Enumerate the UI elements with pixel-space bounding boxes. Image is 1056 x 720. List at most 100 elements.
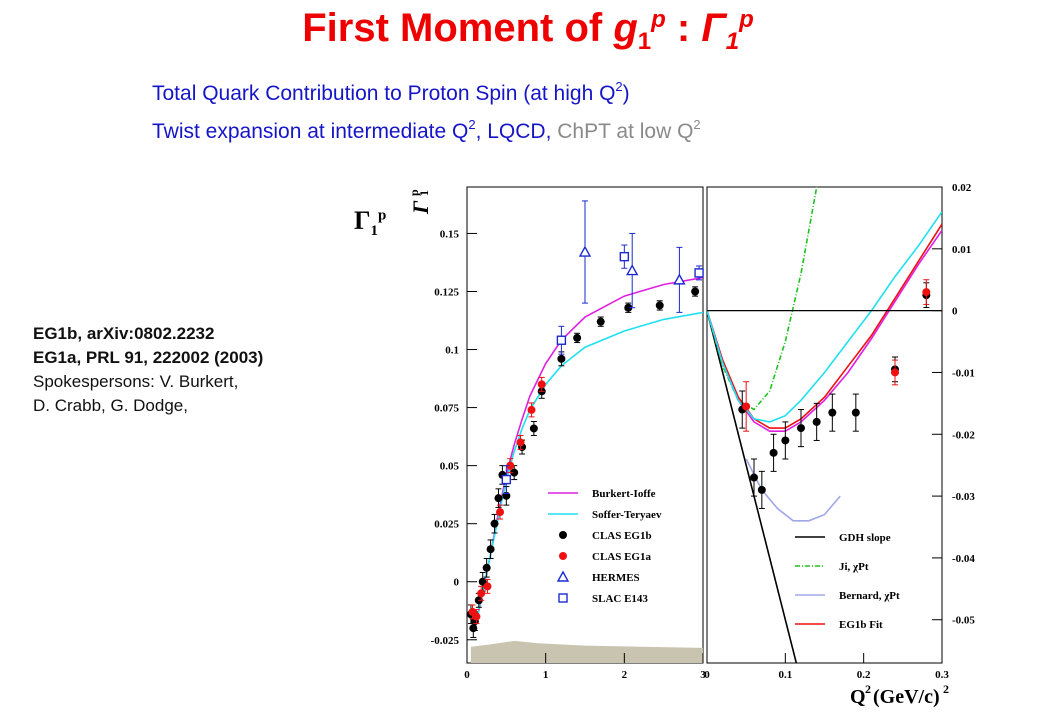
y-tick-label: -0.025 (431, 635, 460, 647)
legend-marker (559, 531, 567, 539)
right-xlabel-rest: (GeV/c) (873, 686, 940, 708)
y-tick-label: 0.05 (440, 461, 460, 473)
legend-marker (558, 593, 568, 603)
series-line-soffer-teryaev (474, 311, 703, 629)
line2-text: Twist expansion at intermediate Q (152, 120, 469, 143)
y-tick-label: -0.04 (952, 553, 975, 565)
legend-label: Bernard, χPt (839, 590, 900, 602)
point-clas-eg1b (573, 333, 582, 342)
point-clas-eg1a (527, 405, 536, 414)
side-gamma: Γ (354, 206, 371, 235)
point-hermes (673, 273, 686, 285)
point-clas-eg1b (624, 303, 633, 312)
point-clas-eg1b (797, 424, 805, 433)
legend-marker (556, 570, 570, 582)
spokespersons-line1: Spokespersons: V. Burkert, (33, 372, 239, 391)
legend-label: Soffer-Teryaev (592, 509, 662, 521)
point-clas-eg1b (781, 436, 790, 445)
y-tick-label: 0 (952, 306, 958, 318)
point-clas-eg1b (750, 473, 758, 482)
point-clas-eg1a (483, 582, 492, 591)
spokespersons-line2: D. Crabb, G. Dodge, (33, 396, 188, 415)
point-clas-eg1b (851, 408, 860, 417)
point-clas-eg1b (828, 408, 837, 417)
title-prefix: First Moment of (302, 6, 614, 50)
title-gamma: Γ (701, 6, 726, 50)
legend-label: CLAS EG1a (592, 551, 651, 563)
line1-end: ) (622, 82, 630, 105)
point-clas-eg1a (506, 461, 515, 470)
x-tick-label: 1 (543, 669, 549, 681)
title-g: g (613, 6, 638, 50)
ref-eg1b: EG1b, arXiv:0802.2232 (33, 324, 215, 343)
x-tick-label: 3 (700, 669, 706, 681)
x-tick-label: 2 (622, 669, 628, 681)
y-tick-label: -0.03 (952, 491, 975, 503)
subtitle-line-2: Twist expansion at intermediate Q2, LQCD… (152, 117, 701, 144)
legend-label: GDH slope (839, 532, 891, 544)
point-hermes (578, 245, 592, 257)
point-clas-eg1b (596, 317, 605, 326)
title-sub2: 1 (725, 28, 740, 55)
point-clas-eg1a (472, 612, 481, 621)
y-tick-label: 0.125 (434, 286, 459, 298)
y-tick-label: -0.01 (952, 367, 975, 379)
right-xlabel-sup: 2 (865, 682, 871, 696)
subtitle-line-1: Total Quark Contribution to Proton Spin … (152, 79, 630, 106)
point-clas-eg1a (477, 589, 486, 598)
series-line-ji-pt (707, 187, 818, 411)
line1-text: Total Quark Contribution to Proton Spin … (152, 82, 616, 105)
title-colon: : (665, 6, 702, 50)
point-slac-e143 (619, 251, 630, 262)
series-line-gdh-slope (707, 310, 798, 663)
left-ylabel-sub: 1 (417, 190, 431, 196)
point-clas-eg1b (490, 519, 499, 528)
point-clas-eg1b (494, 494, 503, 503)
point-slac-e143 (556, 335, 567, 345)
y-tick-label: 0.15 (440, 228, 460, 240)
y-tick-label: -0.02 (952, 429, 975, 441)
line1-sup: 2 (615, 79, 623, 94)
right-plot: 0.02 0.01 0 -0.01 -0.02 -0.03 -0.04 -0.05 0 0.1 0.… (704, 182, 975, 681)
line2-gray-sup: 2 (693, 117, 701, 132)
point-clas-eg1b (655, 301, 664, 310)
side-gamma-label: Γ1p (354, 206, 386, 240)
point-clas-eg1a (496, 508, 505, 517)
y-tick-label: 0 (454, 577, 460, 589)
ref-eg1a: EG1a, PRL 91, 222002 (2003) (33, 348, 264, 367)
point-clas-eg1a (891, 368, 899, 377)
line2-mid: , LQCD, (475, 120, 558, 143)
legend-label: HERMES (592, 572, 640, 584)
point-clas-eg1b (510, 468, 519, 477)
systematic-error-band (470, 640, 703, 663)
legend-label: EG1b Fit (839, 619, 883, 631)
line2-gray: ChPT at low Q (557, 120, 694, 143)
x-tick-label: 0.1 (778, 669, 792, 681)
series-line-soffer-teryaev (707, 211, 942, 423)
point-clas-eg1b (529, 424, 538, 433)
left-ylabel-sup: p (407, 189, 421, 196)
y-tick-label: 0.1 (445, 345, 459, 357)
y-tick-label: 0.02 (952, 182, 972, 194)
right-xlabel-q: Q (850, 686, 866, 708)
x-tick-label: 0 (464, 669, 470, 681)
legend-label: Burkert-Ioffe (592, 488, 656, 500)
series-line-burkert-ioffe (474, 276, 703, 629)
right-xlabel-sup2: 2 (943, 682, 949, 696)
line2-sup: 2 (468, 117, 476, 132)
point-clas-eg1a (922, 288, 931, 297)
x-tick-label: 0.2 (857, 669, 871, 681)
y-tick-label: 0.075 (434, 403, 459, 415)
legend-marker (559, 552, 567, 560)
y-tick-label: 0.01 (952, 244, 971, 256)
legend-label: Ji, χPt (839, 561, 869, 573)
point-clas-eg1b (482, 563, 491, 572)
point-clas-eg1b (557, 354, 566, 363)
legend-label: CLAS EG1b (592, 530, 652, 542)
point-clas-eg1b (691, 287, 700, 296)
point-slac-e143 (501, 474, 512, 485)
left-plot: -0.025 0 0.025 0.05 0.075 0.1 0.125 0.15 0 1 2 3 Bur… (431, 186, 706, 681)
title-sub1: 1 (637, 28, 652, 55)
y-tick-label: 0.025 (434, 519, 459, 531)
